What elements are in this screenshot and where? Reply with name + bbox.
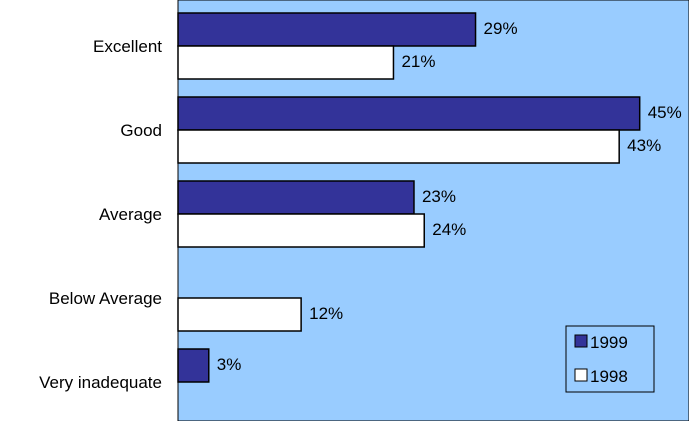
- data-label: 43%: [627, 136, 661, 155]
- category-label: Excellent: [93, 37, 162, 56]
- data-label: 12%: [309, 304, 343, 323]
- bar-1999: [177, 12, 477, 47]
- category-label: Very inadequate: [39, 373, 162, 392]
- data-label: 23%: [422, 187, 456, 206]
- legend-label-1999: 1999: [590, 333, 628, 352]
- bar-1999: [177, 96, 641, 131]
- category-label: Average: [99, 205, 162, 224]
- data-label: 24%: [432, 220, 466, 239]
- bar-1998: [177, 213, 425, 248]
- data-label: 21%: [401, 52, 435, 71]
- legend-label-1998: 1998: [590, 367, 628, 386]
- data-label: 29%: [484, 19, 518, 38]
- legend-swatch-1999: [574, 334, 588, 348]
- legend-swatch-1998: [574, 368, 588, 382]
- bar-1998: [177, 297, 302, 332]
- bar-1998: [177, 129, 620, 164]
- bar-1998: [177, 45, 395, 80]
- legend: 1999 1998: [565, 325, 655, 393]
- category-label: Below Average: [49, 289, 162, 308]
- bar-1999: [177, 348, 210, 383]
- data-label: 3%: [217, 355, 242, 374]
- data-label: 45%: [648, 103, 682, 122]
- bar-1999: [177, 180, 415, 215]
- category-label: Good: [120, 121, 162, 140]
